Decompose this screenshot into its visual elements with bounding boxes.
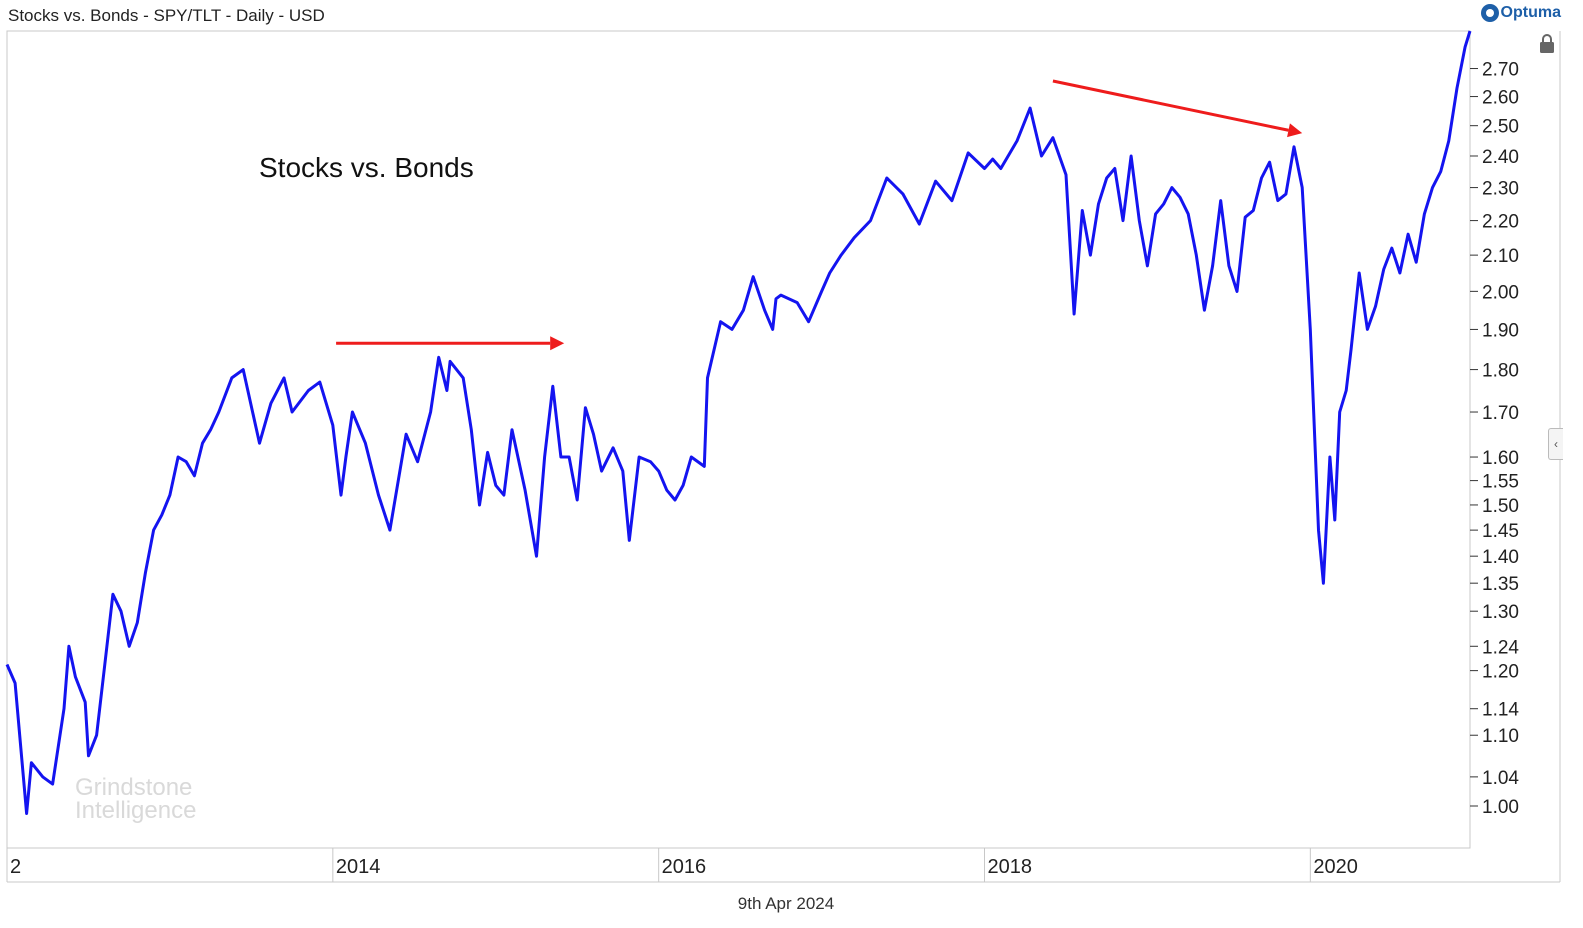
arrow-annotation-head-1 [550,336,565,351]
y-tick-label: 1.00 [1482,797,1519,818]
y-tick-label: 2.50 [1482,117,1519,138]
arrow-annotation-head-2 [1287,123,1303,138]
y-tick-label: 1.90 [1482,320,1519,341]
brand-name: Optuma [1500,4,1561,21]
y-tick-label: 1.30 [1482,602,1519,623]
y-tick-label: 1.50 [1482,496,1519,517]
series-line-spy-tlt [5,30,1472,815]
y-tick-label: 1.24 [1482,637,1519,658]
watermark-line-1: Grindstone [75,774,192,801]
y-tick-label: 2.10 [1482,246,1519,267]
y-tick-label: 1.40 [1482,547,1519,568]
y-tick-label: 2.30 [1482,179,1519,200]
chart-header-title: Stocks vs. Bonds - SPY/TLT - Daily - USD [8,6,325,25]
plot-frame [6,30,1471,849]
chevron-left-icon[interactable]: ‹ [1548,428,1563,460]
brand-logo: Optuma [1480,4,1561,22]
y-axis: 2.70 2.60 2.50 2.40 2.30 2.20 2.10 2.00 1.90 1.80… [1470,60,1519,818]
y-tick-label: 2.60 [1482,88,1519,109]
y-tick-label: 2.70 [1482,60,1519,81]
y-tick-label: 2.20 [1482,212,1519,233]
y-tick-label: 1.14 [1482,700,1519,721]
x-tick-label: 2018 [988,856,1033,878]
optuma-logo-icon [1480,4,1499,22]
y-tick-label: 1.35 [1482,574,1519,595]
y-tick-label: 1.80 [1482,361,1519,382]
chart-title: Stocks vs. Bonds [259,152,474,183]
arrow-annotations [336,79,1303,351]
y-tick-label: 1.10 [1482,726,1519,747]
y-tick-label: 1.55 [1482,472,1519,493]
y-tick-label: 2.40 [1482,147,1519,168]
y-tick-label: 1.60 [1482,448,1519,469]
y-tick-label: 1.20 [1482,662,1519,683]
lock-icon[interactable] [1538,34,1556,54]
watermark: Grindstone Intelligence [75,774,196,824]
x-tick-label: 2 [10,856,21,878]
y-tick-label: 2.00 [1482,282,1519,303]
watermark-line-2: Intelligence [75,797,196,824]
y-tick-label: 1.04 [1482,768,1519,789]
x-tick-label: 2020 [1313,856,1358,878]
x-tick-label: 2016 [662,856,707,878]
y-tick-label: 1.45 [1482,521,1519,542]
arrow-annotation-line-2 [1052,79,1289,132]
x-axis: 2 2014 2016 2018 2020 [6,848,1358,882]
x-tick-label: 2014 [336,856,381,878]
y-tick-label: 1.70 [1482,403,1519,424]
footer-date: 9th Apr 2024 [737,894,835,913]
